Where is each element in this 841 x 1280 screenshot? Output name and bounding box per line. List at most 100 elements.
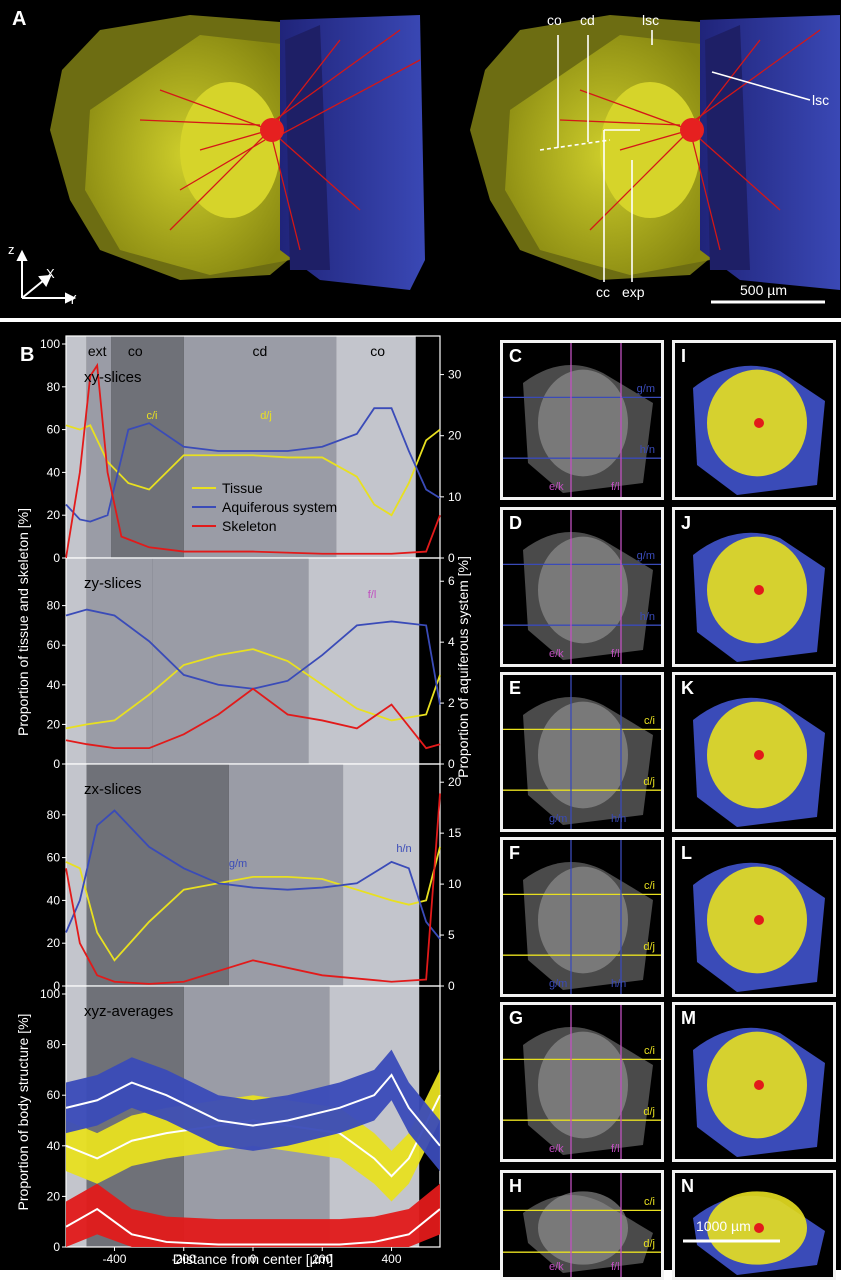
line-label: c/i: [644, 1196, 655, 1209]
panel-k: K: [672, 672, 836, 832]
line-label: c/i: [644, 715, 655, 728]
right-tick-label: 15: [448, 826, 462, 840]
label-cc: cc: [596, 284, 610, 300]
line-label: f/l: [611, 1261, 620, 1273]
panel-b-charts: ext co cd co ext xy-slices zy-slices zx-slices x…: [15, 335, 471, 1267]
axis-z: z: [8, 242, 15, 257]
label-cd: cd: [580, 12, 595, 28]
line-label: c/i: [644, 880, 655, 893]
slice-title: zx-slices: [84, 781, 142, 798]
region-band: [66, 558, 87, 764]
left-tick-label: 60: [47, 638, 61, 652]
region-band: [183, 336, 337, 558]
y-axis-label-right: Proportion of aquiferous system [%]: [455, 556, 471, 778]
left-tick-label: 40: [47, 893, 61, 907]
left-tick-label: 40: [47, 465, 61, 479]
label-lsc-top: lsc: [642, 12, 660, 28]
line-label: h/n: [639, 611, 655, 624]
marker-label: d/j: [260, 410, 272, 422]
region-band: [86, 764, 229, 986]
y-axis-label-left-top: Proportion of tissue and skeleton [%]: [15, 508, 31, 736]
region-band: [86, 558, 153, 764]
slice-title: zy-slices: [84, 575, 142, 592]
panel-a-label: A: [12, 8, 27, 30]
left-tick-label: 20: [47, 717, 61, 731]
panel-label: J: [681, 513, 692, 533]
right-tick-label: 10: [448, 490, 462, 504]
marker-label: c/i: [147, 410, 158, 422]
line-label: d/j: [643, 941, 655, 954]
line-label: f/l: [611, 1143, 620, 1155]
scale-label-a: 500 µm: [740, 282, 787, 298]
left-tick-label: 60: [47, 423, 61, 437]
left-tick-label: 80: [47, 599, 61, 613]
panel-label: G: [509, 1008, 524, 1028]
region-band: [66, 336, 87, 558]
line-label: g/m: [636, 383, 655, 396]
left-tick-label: 80: [47, 1038, 61, 1052]
left-tick-label: 80: [47, 808, 61, 822]
right-tick-label: 2: [448, 696, 455, 710]
left-tick-label: 40: [47, 678, 61, 692]
left-tick-label: 100: [40, 337, 60, 351]
label-exp: exp: [622, 284, 645, 300]
left-tick-label: 0: [53, 979, 60, 993]
left-tick-label: 0: [53, 757, 60, 771]
left-tick-label: 80: [47, 380, 61, 394]
series-line-skeleton: [65, 793, 441, 985]
render-left: [50, 15, 425, 290]
right-tick-label: 0: [448, 757, 455, 771]
line-label: h/n: [611, 813, 627, 825]
region-label: ext: [88, 343, 107, 359]
series-line-tissue: [65, 648, 441, 730]
region-band: [336, 336, 416, 558]
marker-label: f/l: [368, 589, 377, 601]
axes-glyph: [16, 249, 77, 304]
panel-a: A: [0, 0, 841, 318]
legend-label: Aquiferous system: [222, 499, 337, 515]
series-line-aquiferous-system: [65, 407, 441, 523]
panel-label: K: [681, 678, 694, 698]
render-right: [470, 15, 840, 290]
region-band: [111, 336, 184, 558]
line-label: e/k: [549, 1261, 564, 1273]
slice-title: xyz-averages: [84, 1003, 173, 1020]
region-label: co: [128, 343, 143, 359]
x-tick-label: 0: [250, 1252, 257, 1266]
left-tick-label: 40: [47, 1139, 61, 1153]
line-label: h/n: [611, 978, 627, 990]
x-axis-label: Distance from center [µm]: [173, 1251, 334, 1267]
left-tick-label: 20: [47, 936, 61, 950]
series-band-skeleton: [66, 1183, 440, 1247]
y-axis-label-left-bottom: Proportion of body structure [%]: [15, 1014, 31, 1211]
label-lsc-right: lsc: [812, 92, 830, 108]
right-tick-label: 20: [448, 429, 462, 443]
panel-label: C: [509, 346, 522, 366]
left-tick-label: 100: [40, 987, 60, 1001]
panel-m: M: [672, 1002, 836, 1162]
x-tick-label: 400: [382, 1252, 402, 1266]
left-tick-label: 0: [53, 551, 60, 565]
line-label: f/l: [611, 481, 620, 493]
scale-label-2: 1000 µm: [696, 1218, 751, 1234]
line-label: e/k: [549, 1143, 564, 1155]
panel-j: J: [672, 507, 836, 667]
panel-b-region: ext co cd co ext xy-slices zy-slices zx-slices x…: [0, 322, 841, 1280]
marker-label: h/n: [396, 843, 411, 855]
marker-label: g/m: [229, 858, 247, 870]
right-tick-label: 4: [448, 635, 455, 649]
series-band-aquiferous-system: [66, 1049, 440, 1172]
line-label: g/m: [636, 550, 655, 563]
panel-i: I: [672, 340, 836, 500]
slice-title: xy-slices: [84, 369, 142, 386]
panel-label: D: [509, 513, 522, 533]
panel-label: N: [681, 1176, 694, 1196]
panel-b-label: B: [20, 344, 35, 366]
series-line-skeleton: [65, 687, 441, 750]
panel-l: L: [672, 837, 836, 997]
left-tick-label: 20: [47, 508, 61, 522]
right-tick-label: 6: [448, 574, 455, 588]
axis-y: Y: [68, 292, 77, 307]
